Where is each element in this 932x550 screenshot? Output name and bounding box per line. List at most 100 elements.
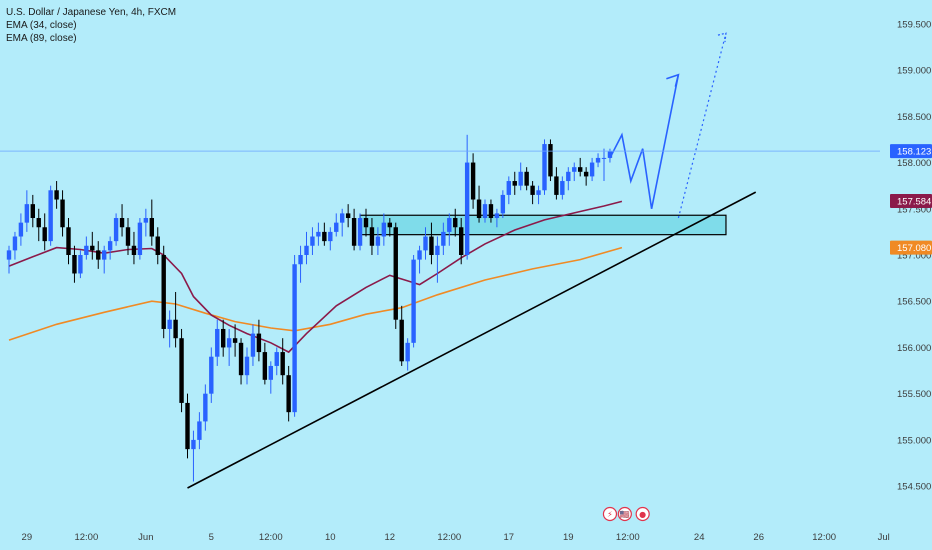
drawings-layer bbox=[187, 32, 757, 489]
candle bbox=[161, 245, 166, 339]
candle-body bbox=[24, 204, 30, 223]
record-icon[interactable]: ● bbox=[635, 506, 650, 522]
candle bbox=[54, 181, 59, 209]
ascending-trendline[interactable] bbox=[187, 191, 757, 489]
x-tick-label: 12 bbox=[385, 532, 396, 543]
svg-text:●: ● bbox=[639, 510, 646, 519]
candle-body bbox=[583, 171, 589, 177]
candle bbox=[119, 204, 125, 237]
candle bbox=[286, 365, 291, 422]
candle-body bbox=[268, 365, 273, 380]
candle-body bbox=[36, 218, 41, 228]
ema-34-label[interactable]: EMA (34, close) bbox=[6, 20, 77, 31]
candle bbox=[453, 208, 458, 237]
x-tick-label: 12:00 bbox=[259, 532, 283, 543]
candle-body bbox=[12, 236, 18, 251]
candle-body bbox=[72, 255, 77, 274]
bolt-icon[interactable]: ⚡ bbox=[602, 506, 618, 522]
candle bbox=[232, 324, 238, 357]
candle-body bbox=[387, 222, 392, 228]
candle bbox=[167, 310, 172, 348]
candle-body bbox=[18, 222, 24, 237]
candle-body bbox=[518, 171, 523, 186]
candle bbox=[524, 167, 529, 191]
candle bbox=[250, 324, 256, 366]
candle-body bbox=[96, 250, 101, 260]
candle-body bbox=[113, 218, 119, 242]
candle-body bbox=[470, 162, 476, 200]
candle-body bbox=[304, 245, 309, 255]
x-tick-label: 17 bbox=[504, 532, 515, 543]
candle-body bbox=[78, 255, 83, 274]
y-tick-label: 159.500 bbox=[897, 19, 931, 30]
candle bbox=[226, 328, 232, 366]
candle bbox=[96, 241, 101, 269]
x-tick-label: Jun bbox=[138, 532, 153, 543]
candle-body bbox=[566, 171, 571, 182]
svg-text:157.080: 157.080 bbox=[897, 243, 931, 254]
candle-body bbox=[203, 393, 208, 422]
candle-body bbox=[244, 356, 250, 376]
us-flag-icon[interactable]: 🇺🇸 bbox=[617, 506, 632, 522]
candle-body bbox=[155, 236, 160, 255]
x-tick-label: 12:00 bbox=[74, 532, 98, 543]
candle bbox=[262, 342, 268, 385]
x-tick-label: 26 bbox=[753, 532, 764, 543]
y-tick-label: 155.500 bbox=[897, 389, 931, 400]
candle bbox=[209, 347, 214, 403]
candle bbox=[137, 218, 143, 260]
candle bbox=[191, 430, 196, 482]
candle-body bbox=[334, 222, 339, 232]
candle-body bbox=[215, 328, 220, 357]
dotted-projection-path[interactable] bbox=[677, 32, 727, 219]
candle bbox=[345, 204, 351, 228]
candle-body bbox=[500, 194, 506, 214]
candle bbox=[512, 171, 517, 195]
projection-arrow-head bbox=[666, 73, 680, 87]
candle bbox=[476, 185, 482, 223]
time-axis: 29 12:00 Jun 5 12:00 10 12 12:00 17 19 12:00 24 26 12… bbox=[22, 532, 890, 543]
svg-text:⚡: ⚡ bbox=[607, 510, 613, 519]
candle-body bbox=[506, 181, 511, 195]
symbol-title[interactable]: U.S. Dollar / Japanese Yen, 4h, FXCM bbox=[6, 7, 177, 18]
candle-body bbox=[482, 204, 488, 219]
candle bbox=[417, 245, 422, 274]
ema-89-label[interactable]: EMA (89, close) bbox=[6, 33, 77, 44]
candle bbox=[369, 218, 375, 255]
candle-body bbox=[310, 236, 315, 246]
support-zone-box[interactable] bbox=[359, 214, 727, 236]
x-tick-label: 24 bbox=[694, 532, 705, 543]
svg-text:158.123: 158.123 bbox=[897, 147, 931, 158]
candle-body bbox=[30, 204, 35, 219]
candle bbox=[595, 153, 601, 168]
candle-body bbox=[66, 227, 71, 255]
candle-body bbox=[447, 218, 452, 232]
x-tick-label: 12:00 bbox=[616, 532, 640, 543]
candle-body bbox=[256, 333, 262, 353]
candle-body bbox=[274, 352, 279, 366]
candle bbox=[494, 208, 500, 228]
x-tick-label: Jul bbox=[878, 532, 890, 543]
candle bbox=[173, 291, 178, 348]
candle bbox=[322, 222, 327, 246]
candle-body bbox=[167, 319, 172, 329]
candle bbox=[488, 199, 494, 223]
candle-body bbox=[548, 144, 553, 177]
candle-body bbox=[357, 218, 363, 246]
candle-body bbox=[381, 222, 387, 237]
candle bbox=[238, 338, 244, 385]
candle-body bbox=[488, 204, 494, 219]
candle bbox=[125, 218, 131, 255]
candle bbox=[328, 227, 333, 251]
candle bbox=[18, 213, 24, 246]
candle-body bbox=[554, 176, 559, 195]
candle bbox=[340, 208, 345, 237]
candle bbox=[357, 213, 363, 251]
candle-body bbox=[149, 218, 154, 237]
y-tick-label: 158.500 bbox=[897, 112, 931, 123]
candle bbox=[274, 347, 279, 376]
candle bbox=[375, 227, 381, 255]
projection-path[interactable] bbox=[609, 74, 680, 209]
